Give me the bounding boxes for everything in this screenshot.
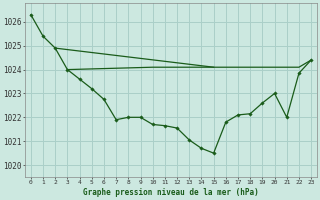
X-axis label: Graphe pression niveau de la mer (hPa): Graphe pression niveau de la mer (hPa) <box>83 188 259 197</box>
